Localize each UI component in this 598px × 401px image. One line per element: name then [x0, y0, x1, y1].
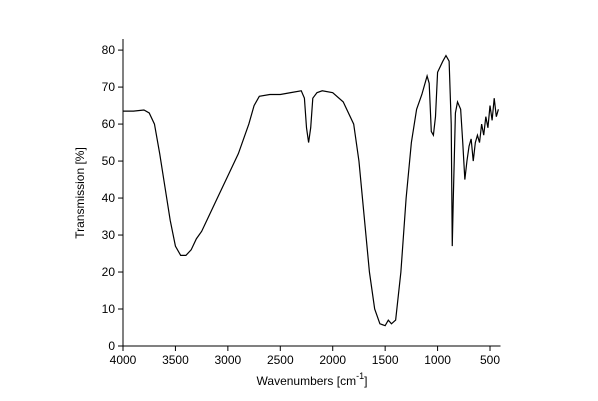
x-tick-label: 3000 [215, 353, 242, 367]
x-axis-label: Wavenumbers [cm-1] [257, 371, 368, 388]
y-tick-label: 70 [102, 80, 116, 94]
y-tick-label: 50 [102, 154, 116, 168]
x-label-sup: -1 [356, 371, 364, 381]
x-tick-label: 3500 [162, 353, 189, 367]
y-tick-label: 20 [102, 265, 116, 279]
x-label-main: Wavenumbers [cm [257, 374, 357, 388]
y-tick-label: 40 [102, 191, 116, 205]
x-tick-label: 1000 [424, 353, 451, 367]
y-tick-label: 80 [102, 43, 116, 57]
y-tick-label: 0 [108, 339, 115, 353]
x-tick-label: 2000 [319, 353, 346, 367]
spectrum-line [123, 54, 499, 327]
x-tick-label: 4000 [110, 353, 137, 367]
x-tick-label: 2500 [267, 353, 294, 367]
y-tick-label: 60 [102, 117, 116, 131]
y-axis-label: Transmission [%] [73, 147, 87, 239]
y-tick-label: 30 [102, 228, 116, 242]
y-tick-label: 10 [102, 302, 116, 316]
x-label-end: ] [364, 374, 367, 388]
x-tick-label: 500 [480, 353, 500, 367]
x-tick-label: 1500 [372, 353, 399, 367]
